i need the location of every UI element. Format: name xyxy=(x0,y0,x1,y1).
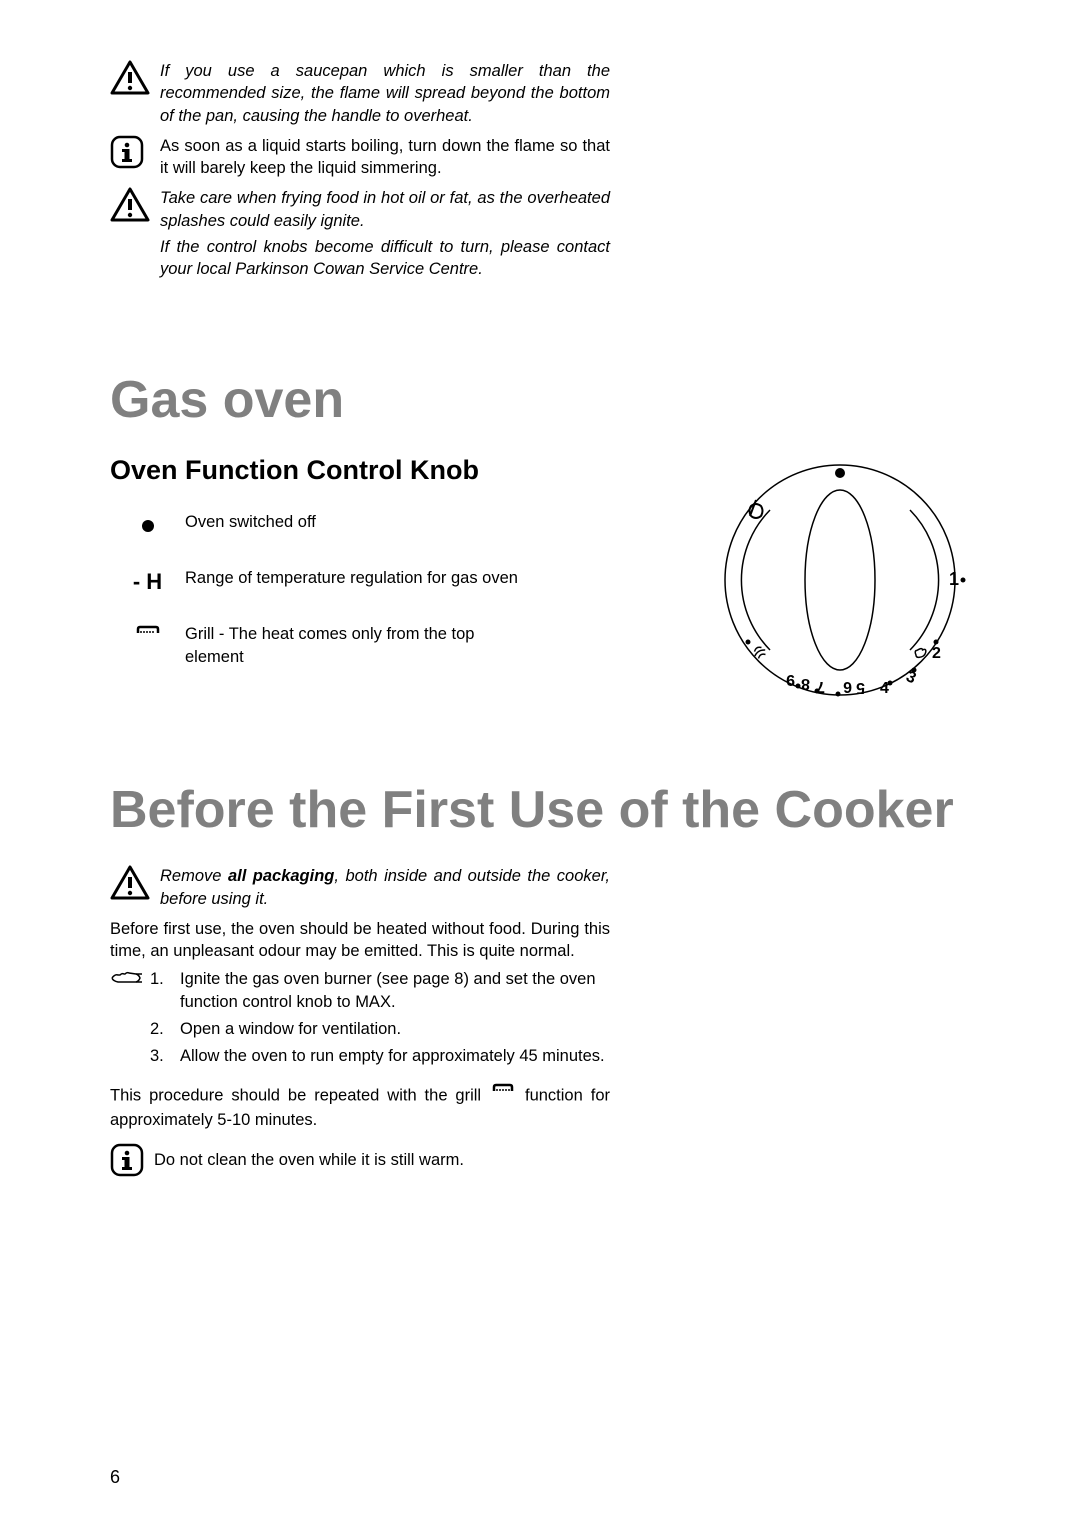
info-icon-2 xyxy=(110,1143,144,1177)
grill-text-1: This procedure should be repeated with t… xyxy=(110,1086,489,1104)
svg-text:8: 8 xyxy=(801,675,810,692)
page-number: 6 xyxy=(110,1467,120,1488)
warning-icon xyxy=(110,60,160,100)
svg-text:2: 2 xyxy=(932,645,941,662)
knob-item-off: Oven switched off xyxy=(110,511,530,539)
step-2: 2. Open a window for ventilation. xyxy=(150,1018,610,1040)
step-3: 3. Allow the oven to run empty for appro… xyxy=(150,1045,610,1067)
knob-desc-off: Oven switched off xyxy=(185,511,530,533)
grill-symbol xyxy=(110,623,185,653)
knob-item-grill: Grill - The heat comes only from the top… xyxy=(110,623,530,668)
hand-icon xyxy=(110,968,150,994)
svg-text:1: 1 xyxy=(949,569,959,589)
knob-desc-range: Range of temperature regulation for gas … xyxy=(185,567,530,589)
remove-1: Remove xyxy=(160,867,228,885)
before-title: Before the First Use of the Cooker xyxy=(110,780,1000,840)
no-clean-row: Do not clean the oven while it is still … xyxy=(110,1143,610,1177)
step-1-text: Ignite the gas oven burner (see page 8) … xyxy=(180,968,610,1013)
info-row-1: As soon as a liquid starts boiling, turn… xyxy=(110,135,610,180)
svg-text:6: 6 xyxy=(843,678,852,695)
warning-2a: Take care when frying food in hot oil or… xyxy=(160,187,610,232)
dial-svg: 1 2 3 4 5 6 7 8 9 xyxy=(700,455,980,705)
warning-2b: If the control knobs become difficult to… xyxy=(160,236,610,281)
before-section: Before the First Use of the Cooker Remov… xyxy=(110,780,1000,1177)
list-content: 1. Ignite the gas oven burner (see page … xyxy=(150,968,610,1072)
info-icon xyxy=(110,135,160,174)
top-section: If you use a saucepan which is smaller t… xyxy=(110,60,1000,280)
knob-item-range: - H Range of temperature regulation for … xyxy=(110,567,530,595)
step-3-text: Allow the oven to run empty for approxim… xyxy=(180,1045,610,1067)
warning-icon-3 xyxy=(110,865,160,906)
remove-2: all packaging xyxy=(228,867,334,885)
svg-text:3: 3 xyxy=(903,669,918,688)
no-clean-text: Do not clean the oven while it is still … xyxy=(154,1149,464,1171)
grill-para: This procedure should be repeated with t… xyxy=(110,1083,610,1132)
warning-text-1: If you use a saucepan which is smaller t… xyxy=(160,60,610,127)
step-2-text: Open a window for ventilation. xyxy=(180,1018,610,1040)
gas-oven-title: Gas oven xyxy=(110,370,1000,430)
svg-text:9: 9 xyxy=(786,671,795,688)
h-symbol: - H xyxy=(110,567,185,595)
warning-icon-2 xyxy=(110,187,160,227)
knob-left: Oven Function Control Knob Oven switched… xyxy=(110,455,530,696)
knob-desc-grill: Grill - The heat comes only from the top… xyxy=(185,623,530,668)
grill-inline-icon xyxy=(491,1083,515,1109)
before-body: Remove all packaging, both inside and ou… xyxy=(110,865,610,1177)
num-2: 2. xyxy=(150,1018,180,1040)
knob-subtitle: Oven Function Control Knob xyxy=(110,455,530,486)
control-knob-section: Oven Function Control Knob Oven switched… xyxy=(110,455,1000,710)
knob-list: Oven switched off - H Range of temperatu… xyxy=(110,511,530,668)
step-1: 1. Ignite the gas oven burner (see page … xyxy=(150,968,610,1013)
svg-text:5: 5 xyxy=(856,679,865,696)
numbered-list: 1. Ignite the gas oven burner (see page … xyxy=(110,968,610,1072)
num-1: 1. xyxy=(150,968,180,990)
warning-text-2: Take care when frying food in hot oil or… xyxy=(160,187,610,280)
dot-symbol xyxy=(110,511,185,539)
warning-row-1: If you use a saucepan which is smaller t… xyxy=(110,60,610,127)
num-3: 3. xyxy=(150,1045,180,1067)
remove-text: Remove all packaging, both inside and ou… xyxy=(160,865,610,910)
warning-row-2: Take care when frying food in hot oil or… xyxy=(110,187,610,280)
intro-para: Before first use, the oven should be hea… xyxy=(110,918,610,963)
dial-container: 1 2 3 4 5 6 7 8 9 xyxy=(700,455,980,710)
remove-row: Remove all packaging, both inside and ou… xyxy=(110,865,610,910)
info-text-1: As soon as a liquid starts boiling, turn… xyxy=(160,135,610,180)
